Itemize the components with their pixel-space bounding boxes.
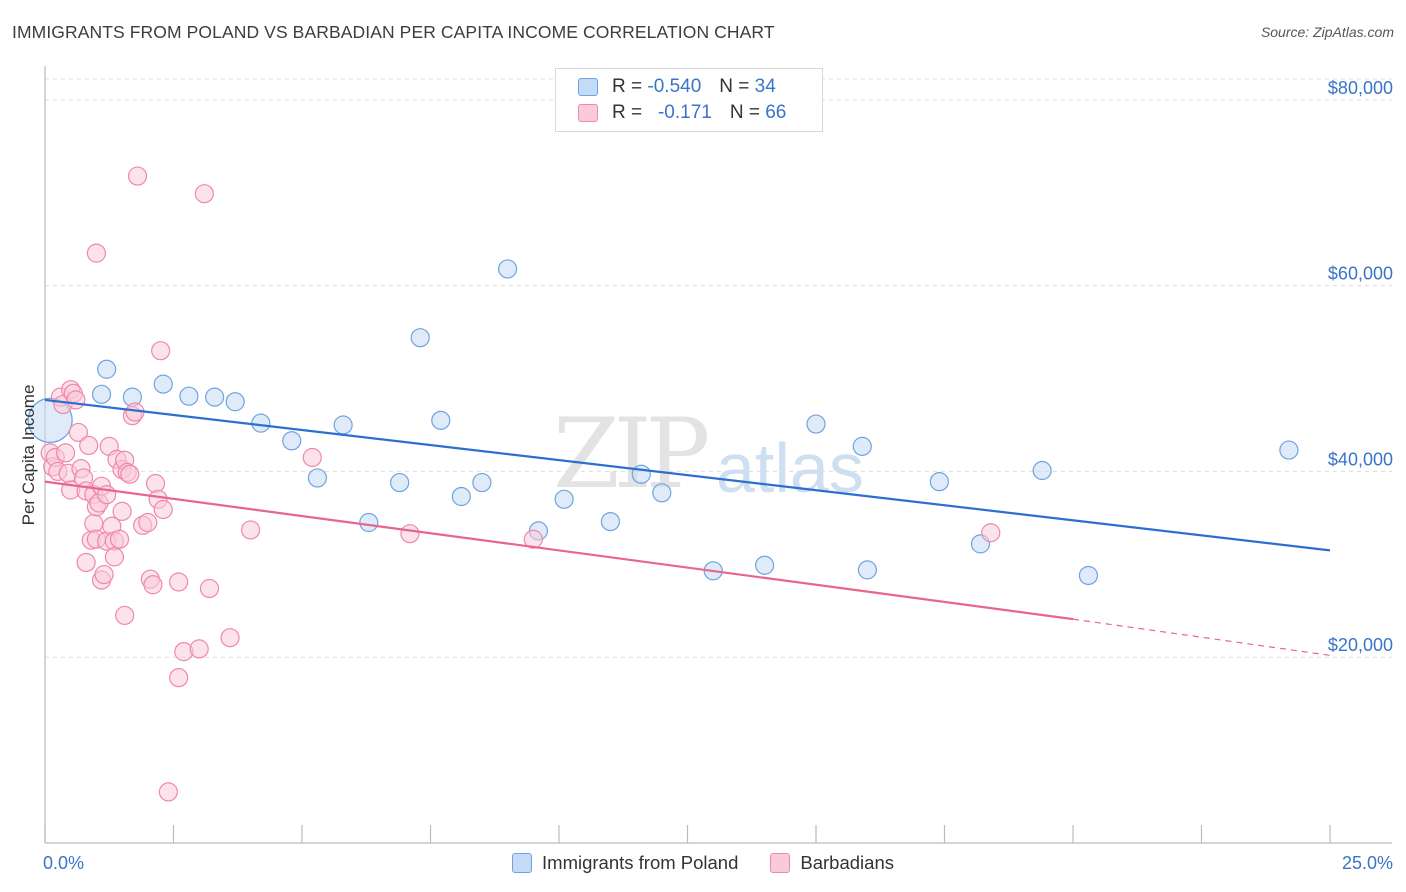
barbadian-trend-extension xyxy=(1072,618,1331,656)
poland-point xyxy=(1279,440,1299,460)
y-tick-label: $80,000 xyxy=(1328,78,1393,98)
barbadian-point xyxy=(112,501,132,521)
data-points xyxy=(27,166,1299,802)
series-label-poland: Immigrants from Poland xyxy=(542,852,739,873)
barbadian-point xyxy=(115,605,135,626)
poland-point xyxy=(806,414,826,434)
chart-title: IMMIGRANTS FROM POLAND VS BARBADIAN PER … xyxy=(12,22,775,42)
barbadian-point xyxy=(199,578,220,599)
barbadian-point xyxy=(86,243,107,263)
poland-point xyxy=(472,472,492,493)
barbadian-point xyxy=(76,552,96,573)
legend-row-poland: R = -0.540 N = 34 xyxy=(578,75,776,99)
series-legend: Immigrants from Poland Barbadians xyxy=(0,852,1406,874)
correlation-legend: R = -0.540 N = 34 R = -0.171 N = 66 xyxy=(555,68,823,132)
barbadian-point xyxy=(189,639,209,659)
y-tick-label: $40,000 xyxy=(1328,449,1393,469)
tick-labels: $20,000 $40,000 $60,000 $80,000 0.0% 25.0% xyxy=(43,78,1393,873)
barbadian-point xyxy=(127,166,148,186)
barbadian-point xyxy=(151,341,171,361)
legend-n-value: 66 xyxy=(765,102,787,123)
watermark-zip: ZIP xyxy=(553,398,710,510)
barbadian-point xyxy=(79,435,99,456)
trend-lines xyxy=(44,398,1331,656)
barbadian-point xyxy=(109,529,130,549)
poland-point xyxy=(1032,460,1052,481)
x-tick-label: 25.0% xyxy=(1342,853,1393,873)
legend-swatch-barbadians xyxy=(578,104,598,122)
poland-point xyxy=(390,472,410,493)
y-axis-label: Per Capita Income xyxy=(19,385,38,526)
barbadian-trend-line xyxy=(44,480,1074,621)
poland-point xyxy=(333,415,353,435)
series-legend-barbadians: Barbadians xyxy=(770,852,894,874)
series-swatch-poland xyxy=(512,853,533,873)
barbadian-point xyxy=(169,668,189,688)
poland-point xyxy=(282,431,302,451)
legend-r-label: R = xyxy=(612,102,643,123)
poland-trend-line xyxy=(44,398,1331,552)
barbadian-point xyxy=(523,529,543,549)
poland-point xyxy=(431,410,451,430)
poland-point xyxy=(857,560,878,580)
legend-n-label: N = xyxy=(719,76,750,97)
chart-source: Source: ZipAtlas.com xyxy=(1260,24,1394,40)
poland-point xyxy=(359,512,379,533)
barbadian-point xyxy=(241,520,261,540)
poland-point xyxy=(410,328,430,348)
barbadian-point xyxy=(194,184,214,204)
barbadian-point xyxy=(84,513,104,534)
poland-point xyxy=(600,511,621,532)
legend-row-barbadians: R = -0.171 N = 66 xyxy=(578,101,786,125)
barbadian-point xyxy=(220,628,240,648)
barbadian-point xyxy=(66,390,86,410)
poland-point xyxy=(179,386,199,406)
barbadian-point xyxy=(981,523,1001,543)
barbadian-point xyxy=(104,547,124,567)
barbadian-point xyxy=(153,499,173,520)
poland-point xyxy=(251,413,271,433)
poland-point xyxy=(754,555,775,575)
poland-point xyxy=(97,359,117,379)
barbadian-point xyxy=(158,782,178,802)
poland-point xyxy=(554,489,574,509)
x-tick-label: 0.0% xyxy=(43,853,84,873)
series-legend-poland: Immigrants from Poland xyxy=(512,852,738,874)
barbadian-point xyxy=(138,512,158,533)
barbadian-point xyxy=(145,473,166,494)
barbadian-point xyxy=(400,524,420,544)
poland-point xyxy=(929,472,949,492)
poland-point xyxy=(205,387,225,407)
barbadian-point xyxy=(143,575,163,595)
barbadian-point xyxy=(169,572,189,592)
legend-r-value: -0.540 xyxy=(647,76,702,97)
barbadian-point xyxy=(120,464,140,484)
legend-n-value: 34 xyxy=(754,76,776,97)
barbadian-point xyxy=(55,443,76,463)
barbadian-point xyxy=(94,564,114,585)
series-label-barbadians: Barbadians xyxy=(800,852,894,873)
poland-point xyxy=(225,392,245,412)
legend-swatch-poland xyxy=(578,78,598,96)
series-swatch-barbadians xyxy=(770,853,791,873)
poland-point xyxy=(498,259,518,279)
poland-point xyxy=(153,374,173,394)
barbadian-point xyxy=(68,422,89,443)
axes xyxy=(44,66,1392,844)
y-tick-label: $60,000 xyxy=(1328,264,1393,284)
barbadian-point xyxy=(302,447,322,468)
poland-point xyxy=(1078,565,1099,586)
legend-n-label: N = xyxy=(729,102,760,123)
poland-point xyxy=(451,486,471,507)
poland-point xyxy=(91,384,112,404)
legend-r-value: -0.171 xyxy=(657,102,712,123)
poland-point xyxy=(652,483,672,503)
poland-point xyxy=(307,468,328,488)
poland-point xyxy=(852,436,872,456)
y-tick-label: $20,000 xyxy=(1328,635,1393,655)
legend-r-label: R = xyxy=(612,76,643,97)
